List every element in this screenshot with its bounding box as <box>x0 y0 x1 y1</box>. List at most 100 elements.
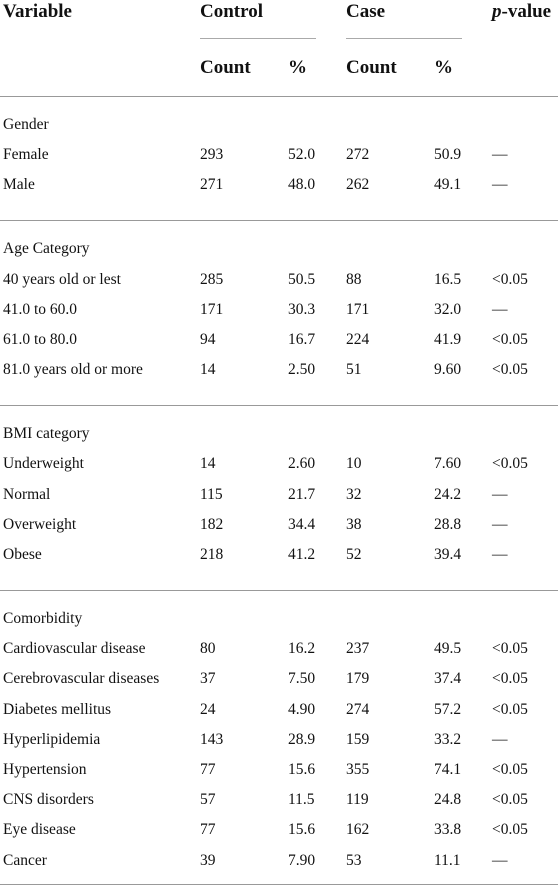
cell: 2.50 <box>288 361 316 379</box>
row-label: Cancer <box>3 851 47 869</box>
header-rule <box>0 96 558 97</box>
cell: 39.4 <box>434 546 462 563</box>
cell: 52 <box>346 546 362 563</box>
cell: 293 <box>200 146 224 164</box>
cell: 15.6 <box>288 761 316 778</box>
cell: 24.2 <box>434 485 462 503</box>
cell: — <box>492 300 508 318</box>
cell: 49.5 <box>434 640 462 658</box>
cell: — <box>492 546 508 563</box>
cell: <0.05 <box>492 670 528 688</box>
row-label: 40 years old or lest <box>3 270 121 288</box>
cell: 11.1 <box>434 851 461 869</box>
row-label: 61.0 to 80.0 <box>3 331 78 348</box>
cell: 57 <box>200 791 216 809</box>
cell: 7.90 <box>288 851 316 869</box>
cell: 74.1 <box>434 761 462 778</box>
cell: 9.60 <box>434 361 462 379</box>
cell: 38 <box>346 515 362 533</box>
cell: 77 <box>200 761 216 778</box>
section-rule <box>0 405 558 407</box>
section-title: BMI category <box>3 425 90 443</box>
section-rule <box>0 590 558 591</box>
cell: 2.60 <box>288 455 316 473</box>
cell: 355 <box>346 761 370 778</box>
section-rule <box>0 220 558 222</box>
row-label: 81.0 years old or more <box>3 361 143 379</box>
cell: <0.05 <box>492 361 528 379</box>
cell: 24.8 <box>434 791 462 809</box>
cell: <0.05 <box>492 761 528 778</box>
cell: 171 <box>346 300 370 318</box>
header-cell: Control <box>200 1 263 22</box>
cell: <0.05 <box>492 331 528 348</box>
cell: 115 <box>200 485 223 503</box>
row-label: Female <box>3 146 49 164</box>
cell: 14 <box>200 361 216 379</box>
subheader-cell: Count <box>200 57 251 78</box>
cell: 7.60 <box>434 455 462 473</box>
header-cell: Case <box>346 1 386 22</box>
cell: 37 <box>200 670 216 688</box>
cell: 30.3 <box>288 300 316 318</box>
cell: 94 <box>200 331 216 348</box>
group-underline <box>346 38 462 39</box>
cell: 119 <box>346 791 369 809</box>
cell: 28.8 <box>434 515 462 533</box>
cell: <0.05 <box>492 700 528 718</box>
cell: 171 <box>200 300 224 318</box>
cell: 39 <box>200 851 216 869</box>
cell: 262 <box>346 176 370 194</box>
group-underline <box>200 38 316 39</box>
cell: 7.50 <box>288 670 316 688</box>
cell: 143 <box>200 730 224 748</box>
cell: 218 <box>200 546 224 563</box>
cell: 274 <box>346 700 370 718</box>
cell: 32 <box>346 485 362 503</box>
section-title: Comorbidity <box>3 610 83 627</box>
cell: 41.2 <box>288 546 316 563</box>
p-italic: p <box>492 1 502 22</box>
cell: 16.5 <box>434 270 462 288</box>
cell: 16.7 <box>288 331 316 348</box>
subheader-cell: Count <box>346 57 397 78</box>
cell: — <box>492 730 508 748</box>
row-label: Cerebrovascular diseases <box>3 670 160 688</box>
cell: 285 <box>200 270 224 288</box>
cell: 16.2 <box>288 640 316 658</box>
cell: 33.8 <box>434 821 462 839</box>
cell: 182 <box>200 515 224 533</box>
cell: 159 <box>346 730 370 748</box>
cell: <0.05 <box>492 455 528 473</box>
cell: — <box>492 146 508 164</box>
cell: 21.7 <box>288 485 316 503</box>
cell: <0.05 <box>492 791 528 809</box>
row-label: Diabetes mellitus <box>3 700 112 718</box>
cell: 28.9 <box>288 730 316 748</box>
cell: 32.0 <box>434 300 462 318</box>
cell: — <box>492 515 508 533</box>
row-label: Hyperlipidemia <box>3 730 101 748</box>
row-label: CNS disorders <box>3 791 94 809</box>
subheader-cell: % <box>288 57 307 78</box>
cell: <0.05 <box>492 640 528 658</box>
cell: <0.05 <box>492 270 528 288</box>
cell: 52.0 <box>288 146 316 164</box>
cell: 179 <box>346 670 370 688</box>
header-cell: Variable <box>3 1 72 22</box>
cell: 48.0 <box>288 176 316 194</box>
cell: 50.9 <box>434 146 462 164</box>
row-label: Male <box>3 176 35 194</box>
row-label: Obese <box>3 546 42 563</box>
cell: 237 <box>346 640 370 658</box>
section-title: Gender <box>3 116 49 133</box>
cell: 162 <box>346 821 370 839</box>
cell: 53 <box>346 851 362 869</box>
cell: — <box>492 485 508 503</box>
cell: 37.4 <box>434 670 462 688</box>
row-label: Normal <box>3 485 51 503</box>
cell: 272 <box>346 146 370 164</box>
cell: 77 <box>200 821 216 839</box>
cell: 15.6 <box>288 821 316 839</box>
